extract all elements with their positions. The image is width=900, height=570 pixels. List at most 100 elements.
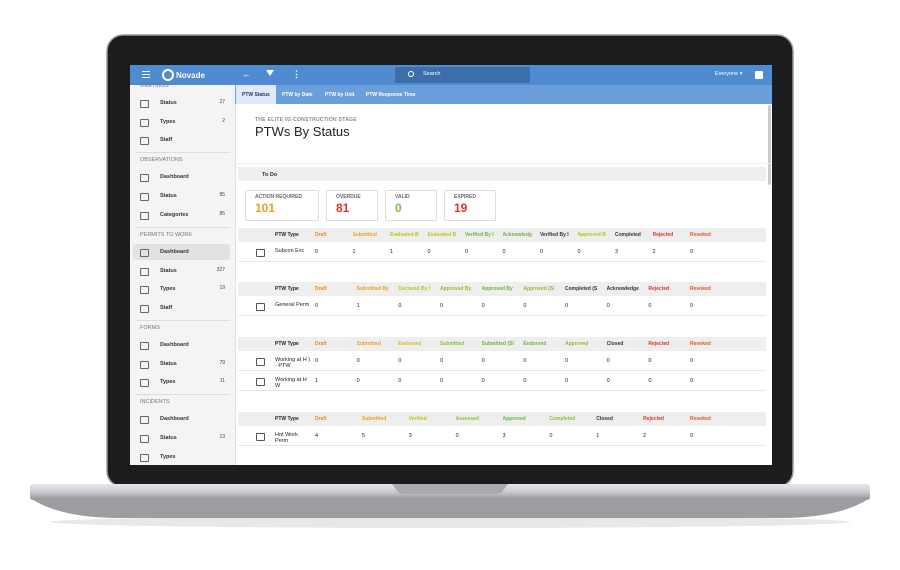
nav-item[interactable]: Status: [160, 267, 177, 274]
column-header: Approved By: [481, 286, 513, 292]
nav-count: 13: [219, 434, 225, 440]
search-label: Search: [423, 71, 441, 77]
nav-item[interactable]: Types: [160, 286, 176, 293]
item-icon: [140, 341, 149, 350]
cell: 0: [523, 303, 527, 309]
ptw-type[interactable]: Subcon Exc: [275, 248, 305, 254]
column-header: Approved (Sl: [523, 286, 555, 292]
column-header: Endorsed: [398, 341, 422, 347]
cell: 2: [643, 433, 647, 439]
todo-bar: [238, 167, 766, 181]
nav-item[interactable]: Status: [160, 193, 177, 200]
item-icon: [140, 100, 149, 108]
nav-item[interactable]: Status: [160, 435, 177, 441]
cell: 0: [315, 358, 319, 364]
card-label: ACTION REQUIRED: [255, 194, 302, 200]
search-box[interactable]: [395, 67, 530, 83]
shadow: [50, 516, 850, 528]
row-rule: [238, 390, 766, 391]
column-header: Verified By I: [540, 232, 569, 238]
nav-item[interactable]: Status: [160, 360, 177, 367]
cell: 0: [440, 303, 444, 309]
section-title: FORMS: [140, 324, 160, 331]
ptw-type[interactable]: Hot Work Perm: [275, 432, 298, 444]
column-header: Endorsed: [523, 341, 547, 347]
column-header: Rejected: [643, 416, 664, 422]
tab[interactable]: PTW Response Time: [366, 92, 416, 98]
card[interactable]: [245, 190, 319, 221]
page-title: PTWs By Status: [255, 124, 350, 139]
item-icon: [140, 137, 149, 146]
cell: 0: [565, 303, 569, 309]
card[interactable]: [385, 190, 437, 221]
cell: 0: [481, 358, 485, 364]
nav-item[interactable]: Status: [160, 100, 177, 106]
tab[interactable]: PTW Status: [242, 92, 270, 98]
nav-item[interactable]: Dashboard: [160, 341, 189, 348]
row-icon: [256, 249, 265, 257]
cell: 0: [356, 358, 360, 364]
tab-bar: [235, 85, 772, 104]
column-header: Completed (S: [565, 286, 598, 292]
nav-item[interactable]: Staff: [160, 304, 173, 311]
cell: 0: [606, 303, 610, 309]
item-icon: [140, 286, 149, 295]
column-header: Acknowledge: [606, 286, 639, 292]
column-header: PTW Type: [275, 232, 299, 238]
cell: 0: [465, 249, 469, 255]
row-icon: [256, 303, 265, 311]
column-header: Rejected: [648, 286, 670, 292]
base-edge: [30, 498, 870, 518]
column-header: Submitted: [352, 232, 377, 238]
cell: 0: [540, 249, 544, 255]
cell: 0: [648, 378, 652, 384]
nav-item[interactable]: Dashboard: [160, 248, 189, 255]
nav-item[interactable]: Types: [160, 118, 176, 125]
nav-item[interactable]: Categories: [160, 211, 189, 218]
row-rule: [238, 445, 766, 446]
nav-item[interactable]: Types: [160, 453, 176, 460]
header-rule: [235, 163, 772, 164]
tab[interactable]: PTW by Date: [282, 92, 313, 98]
item-icon: [140, 360, 149, 369]
cell: 0: [648, 303, 652, 309]
card[interactable]: [326, 190, 378, 221]
tab[interactable]: PTW by Unit: [325, 92, 355, 98]
item-icon: [140, 453, 149, 462]
nav-item[interactable]: Staff: [160, 137, 173, 144]
cell: 0: [481, 378, 485, 384]
more-icon: ⋮: [292, 69, 301, 79]
nav-count: 79: [219, 359, 225, 366]
separator: [136, 394, 230, 396]
cell: 0: [577, 249, 581, 255]
cell: 0: [398, 378, 402, 384]
table-header-bar: [238, 412, 766, 426]
column-header: Revoked: [690, 341, 711, 347]
row-rule: [238, 315, 766, 316]
cell: 1: [315, 378, 319, 384]
column-header: Verified By I: [465, 232, 494, 238]
item-icon: [140, 267, 149, 276]
cell: 0: [315, 303, 319, 309]
ptw-type[interactable]: Working at H ) - PTW: [275, 357, 311, 369]
cell: 1: [352, 249, 356, 255]
column-header: Approved: [565, 341, 589, 347]
card-label: VALID: [395, 194, 410, 200]
column-header: Draft: [315, 286, 327, 292]
column-header: Revoked: [690, 286, 711, 292]
nav-item[interactable]: Dashboard: [160, 416, 189, 423]
card[interactable]: [444, 190, 496, 221]
card-value: 0: [395, 201, 402, 215]
user-menu[interactable]: Everyone ▾: [715, 71, 743, 77]
ptw-type[interactable]: General Perm: [275, 302, 310, 308]
cell: 0: [315, 249, 319, 255]
logo: [162, 69, 174, 81]
nav-item[interactable]: Dashboard: [160, 174, 189, 181]
column-header: Submitted By: [356, 286, 389, 292]
ptw-type[interactable]: Working at H W: [275, 377, 307, 389]
cell: 0: [398, 358, 402, 364]
column-header: Verified: [408, 416, 427, 422]
nav-item[interactable]: Types: [160, 379, 176, 386]
column-header: Assessed: [455, 416, 479, 422]
